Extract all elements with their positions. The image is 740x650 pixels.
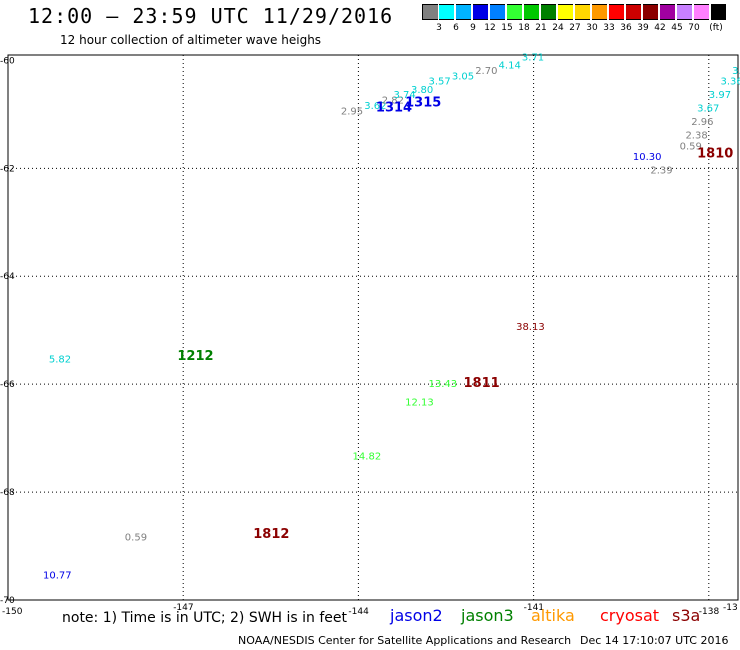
legend-swatch (507, 4, 522, 20)
legend-label: 6 (453, 23, 459, 33)
legend-label: 36 (620, 23, 632, 33)
plot-frame (7, 54, 739, 601)
lat-tick-label: -62 (0, 164, 15, 174)
legend-swatch (558, 4, 573, 20)
legend-label: 12 (484, 23, 496, 33)
wave-height-value: 3.03 (732, 66, 740, 77)
wave-height-value: 5.82 (49, 355, 71, 366)
wave-height-value: 2.95 (341, 106, 363, 117)
satellite-legend-jason3: jason3 (461, 606, 514, 625)
wave-height-value: 10.77 (43, 570, 72, 581)
track-time-label: 1212 (177, 349, 213, 364)
legend-swatch (422, 4, 438, 20)
lat-tick-label: -68 (0, 488, 15, 498)
lon-tick-label: -141 (524, 603, 544, 613)
satellite-legend-jason2: jason2 (390, 606, 443, 625)
wave-height-value: 14.82 (353, 452, 382, 463)
legend-swatch (694, 4, 709, 20)
wave-height-value: 10.30 (633, 152, 662, 163)
wave-height-value: 3.36 (720, 77, 740, 88)
wave-height-value: 3.97 (709, 90, 731, 101)
legend-swatch (490, 4, 505, 20)
track-time-label: 1810 (697, 147, 733, 162)
wave-height-value: 4.14 (499, 60, 521, 71)
wave-height-value: 3.67 (697, 104, 719, 115)
legend-label: 9 (470, 23, 476, 33)
satellite-legend-altika: altika (531, 606, 575, 625)
legend-label: 30 (586, 23, 598, 33)
lon-tick-label: -147 (173, 603, 193, 613)
legend-label: 70 (688, 23, 700, 33)
legend-label: 27 (569, 23, 581, 33)
legend-swatch (711, 4, 726, 20)
wave-height-value: 13.43 (428, 379, 457, 390)
legend-label: 18 (518, 23, 530, 33)
legend-swatch (524, 4, 539, 20)
legend-label: 42 (654, 23, 666, 33)
wave-height-value: 2.38 (685, 131, 707, 142)
wave-height-value: 3.74 (393, 90, 415, 101)
wave-height-value: 0.59 (680, 141, 702, 152)
wave-height-value: 0.59 (125, 533, 147, 544)
lon-tick-label: -138 (699, 607, 720, 617)
legend-label: 24 (552, 23, 564, 33)
legend-swatch (660, 4, 675, 20)
footer-notes: note: 1) Time is in UTC; 2) SWH is in fe… (62, 610, 348, 626)
legend-swatch (677, 4, 692, 20)
satellite-legend-s3a: s3a (672, 606, 701, 625)
legend-unit: (ft) (709, 23, 723, 33)
generated-timestamp: Dec 14 17:10:07 UTC 2016 (580, 634, 729, 647)
lat-tick-label: -64 (0, 272, 15, 282)
legend-swatch (609, 4, 624, 20)
legend-label: 33 (603, 23, 615, 33)
legend-swatch (473, 4, 488, 20)
wave-height-value: 3.57 (428, 77, 450, 88)
legend-swatch (456, 4, 471, 20)
legend-swatch (541, 4, 556, 20)
legend-swatch (439, 4, 454, 20)
wave-height-value: 2.70 (475, 66, 497, 77)
lat-tick-label: -60 (0, 56, 15, 66)
legend-label: 3 (436, 23, 442, 33)
page-title: 12:00 – 23:59 UTC 11/29/2016 (28, 4, 394, 28)
wave-height-value: 3.62 (364, 101, 386, 112)
legend-label: 15 (501, 23, 513, 33)
wave-height-value: 2.82 (382, 96, 404, 107)
legend-swatch (592, 4, 607, 20)
lat-tick-label: -70 (0, 596, 15, 606)
wave-height-value: 3.80 (411, 85, 433, 96)
wave-height-value: 12.13 (405, 398, 434, 409)
track-time-label: 1812 (253, 527, 289, 542)
credit-line: NOAA/NESDIS Center for Satellite Applica… (238, 634, 572, 647)
track-time-label: 1811 (464, 376, 500, 391)
lon-tick-label: -144 (348, 607, 369, 617)
legend-label: 39 (637, 23, 649, 33)
lat-tick-label: -66 (0, 380, 15, 390)
wave-height-value: 2.96 (691, 117, 713, 128)
lon-tick-label: -13 (723, 603, 738, 613)
legend-label: 45 (671, 23, 683, 33)
wave-height-value: 3.71 (522, 52, 544, 63)
legend-swatch (575, 4, 590, 20)
legend-label: 21 (535, 23, 547, 33)
track-time-label: 1315 (405, 95, 441, 110)
legend-swatch (626, 4, 641, 20)
lon-tick-label: -150 (2, 607, 23, 617)
legend-swatch (643, 4, 658, 20)
track-time-label: 1314 (376, 101, 412, 116)
wave-height-value: 2.39 (650, 166, 672, 177)
page-subtitle: 12 hour collection of altimeter wave hei… (60, 33, 322, 47)
satellite-legend-cryosat: cryosat (600, 606, 660, 625)
wave-height-value: 38.13 (516, 322, 545, 333)
wave-height-value: 3.05 (452, 71, 474, 82)
